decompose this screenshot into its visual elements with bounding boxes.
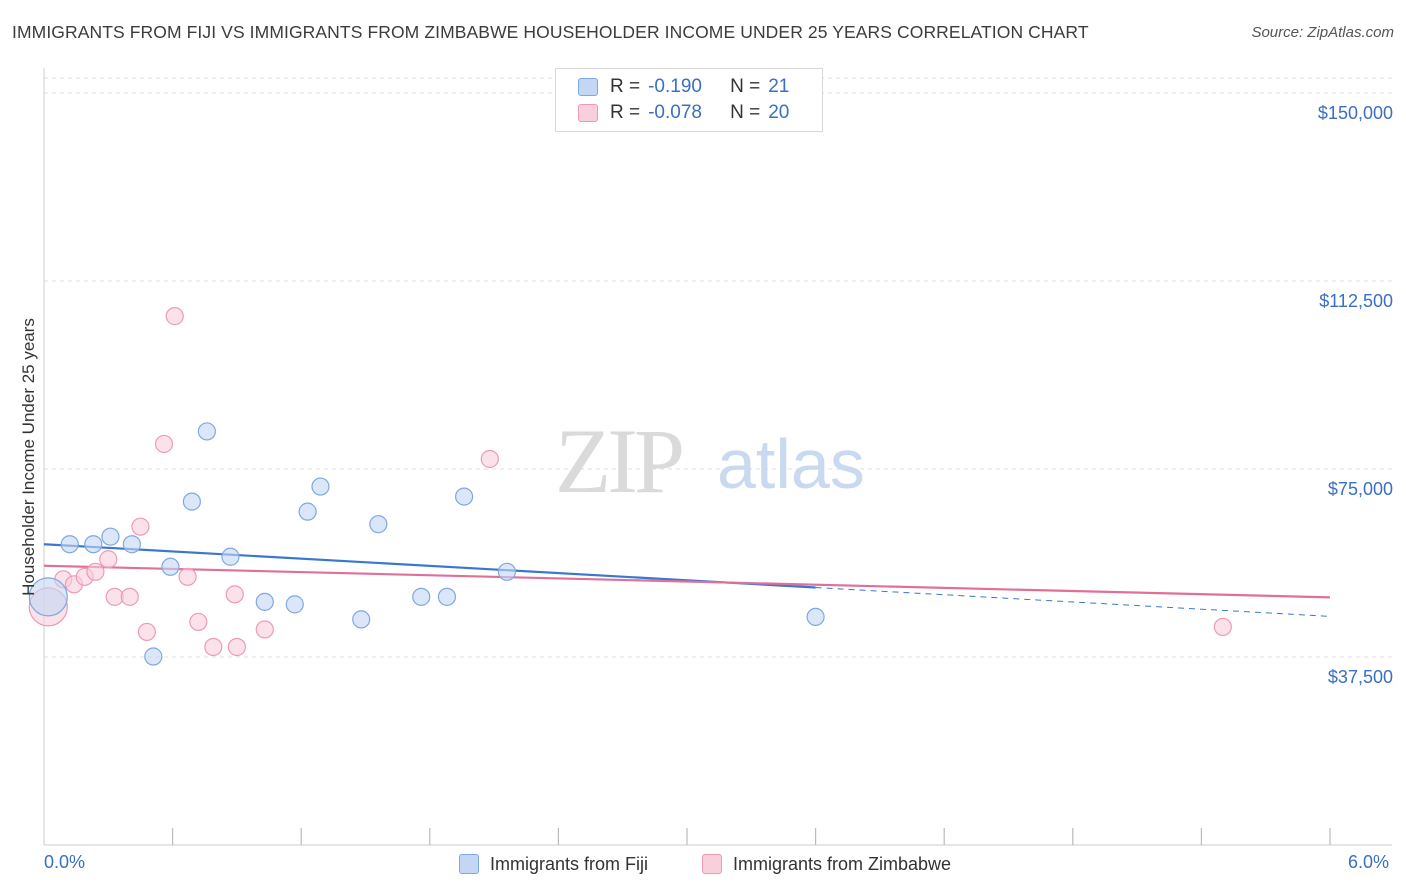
zimbabwe-point [480,449,499,469]
zimbabwe-point [165,307,184,326]
fiji-point [60,535,79,554]
zimbabwe-point [154,434,174,454]
fiji-point [161,557,180,576]
fiji-point [197,422,216,441]
zimbabwe-r-label: R = [610,102,641,123]
fiji-trend-line [43,543,816,589]
fiji-point [28,577,68,617]
correlation-legend: R = -0.190 N = 21 R = -0.078 N = 20 [555,68,823,132]
x-tick-label-min: 0.0% [44,852,86,872]
y-tick-label: $37,500 [1328,667,1393,687]
zimbabwe-point [204,637,223,657]
fiji-point [221,547,240,566]
zimbabwe-point [86,562,105,581]
y-tick-label: $112,500 [1319,291,1393,311]
zimbabwe-swatch [578,104,598,122]
fiji-point [298,502,317,521]
watermark: ZIP atlas [555,410,865,512]
fiji-point [182,492,201,511]
fiji-point [369,515,388,534]
fiji-point [255,592,274,611]
y-axis-label: Householder Income Under 25 years [19,318,38,596]
x-tick-label-max: 6.0% [1348,852,1390,872]
zimbabwe-point [137,622,156,642]
axis-layer: $37,500 $75,000 $112,500 $150,000 [43,68,1393,846]
zimbabwe-point [120,587,139,606]
bottom-zimbabwe-swatch [702,854,722,874]
zimbabwe-point [131,517,150,536]
legend-row-zimbabwe: R = -0.078 N = 20 [578,101,789,125]
fiji-point [454,487,474,506]
fiji-point [412,587,431,606]
zimbabwe-point [178,567,197,586]
fiji-point [122,535,141,554]
fiji-trend-extension [815,587,1331,617]
fiji-n-label: N = [730,76,761,97]
zimbabwe-point [1213,617,1232,637]
bottom-legend-zimbabwe: Immigrants from Zimbabwe [702,852,951,876]
points-layer [28,307,1232,666]
zimbabwe-point [99,550,118,569]
zimbabwe-point [255,620,274,639]
zimbabwe-r-value: -0.078 [648,102,702,123]
bottom-legend-fiji: Immigrants from Fiji [459,852,648,876]
bottom-zimbabwe-label: Immigrants from Zimbabwe [733,853,952,874]
fiji-point [101,527,120,546]
fiji-point [437,587,457,606]
y-tick-label: $150,000 [1318,103,1393,123]
fiji-r-label: R = [610,76,641,97]
zimbabwe-n-value: 20 [768,102,790,123]
watermark-atlas: atlas [717,425,865,503]
fiji-r-value: -0.190 [648,76,702,97]
fiji-point [311,477,330,496]
zimbabwe-trend-line [43,564,1331,599]
source-label: Source: ZipAtlas.com [1251,24,1394,41]
zimbabwe-point [227,637,246,657]
fiji-point [497,562,517,581]
fiji-swatch [578,78,598,96]
y-tick-label: $75,000 [1328,479,1393,499]
watermark-zip: ZIP [555,410,682,512]
zimbabwe-point [189,612,208,632]
legend-row-fiji: R = -0.190 N = 21 [578,75,789,99]
fiji-point [352,610,371,629]
bottom-fiji-swatch [459,854,479,874]
fiji-point [806,607,825,627]
fiji-point [285,595,304,614]
fiji-n-value: 21 [768,76,790,97]
chart-title: IMMIGRANTS FROM FIJI VS IMMIGRANTS FROM … [12,22,1089,42]
bottom-fiji-label: Immigrants from Fiji [490,853,649,874]
zimbabwe-n-label: N = [730,102,761,123]
fiji-point [84,535,103,554]
trend-layer [43,543,1331,617]
zimbabwe-point [225,585,244,604]
fiji-point [144,647,163,666]
